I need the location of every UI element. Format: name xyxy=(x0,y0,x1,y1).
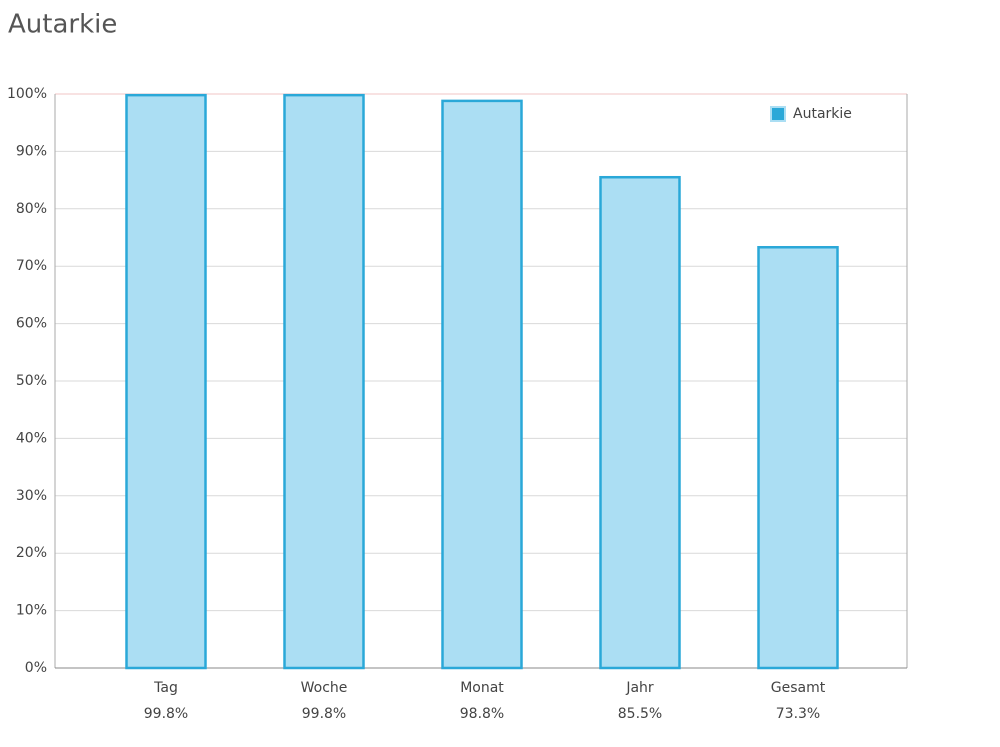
x-tick-label: Gesamt xyxy=(771,680,826,696)
y-tick-label: 80% xyxy=(16,201,47,217)
x-tick-label: Jahr xyxy=(625,680,654,696)
y-tick-label: 40% xyxy=(16,430,47,446)
bar xyxy=(125,93,207,670)
value-label: 98.8% xyxy=(460,706,504,722)
value-label: 73.3% xyxy=(776,706,820,722)
value-label: 99.8% xyxy=(144,706,188,722)
x-tick-label: Woche xyxy=(301,680,348,696)
y-tick-label: 50% xyxy=(16,373,47,389)
legend-label: Autarkie xyxy=(793,106,852,122)
chart-title: Autarkie xyxy=(8,10,117,40)
y-tick-label: 10% xyxy=(16,603,47,619)
y-tick-label: 30% xyxy=(16,488,47,504)
value-label: 85.5% xyxy=(618,706,662,722)
value-label: 99.8% xyxy=(302,706,346,722)
bar xyxy=(283,93,365,670)
x-tick-label: Tag xyxy=(153,680,178,696)
y-tick-label: 70% xyxy=(16,258,47,274)
x-tick-label: Monat xyxy=(460,680,504,696)
bar xyxy=(441,99,523,670)
y-tick-label: 20% xyxy=(16,545,47,561)
legend-swatch xyxy=(770,106,786,122)
bar xyxy=(599,175,681,670)
bar xyxy=(757,246,839,670)
y-tick-label: 60% xyxy=(16,316,47,332)
y-tick-label: 100% xyxy=(7,86,47,102)
y-tick-label: 0% xyxy=(25,660,47,676)
y-tick-label: 90% xyxy=(16,143,47,159)
